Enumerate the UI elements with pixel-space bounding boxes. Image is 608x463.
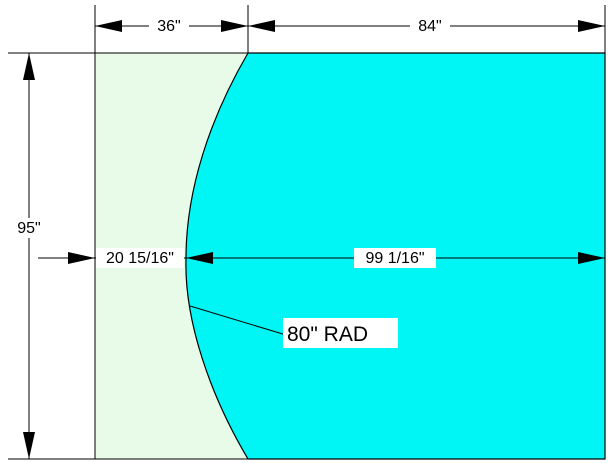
panel-outline [94,52,606,460]
dimension-inner-left-label: 20 15/16" [106,250,174,267]
dimension-top-left-label: 36" [157,18,180,35]
dimension-inner-right-label: 99 1/16" [365,250,424,267]
dimension-top-left: 36" [95,17,248,35]
dimension-inner-right: 99 1/16" [186,248,605,268]
dimension-top-right: 84" [248,17,605,35]
dimension-inner-left: 20 15/16" [38,248,186,268]
radius-label: 80" RAD [287,323,368,346]
radius-callout: 80" RAD [189,305,398,348]
dimension-overall-height-label: 95" [17,220,40,237]
dimension-top-right-label: 84" [418,18,441,35]
dimension-overall-height: 95" [10,53,48,459]
